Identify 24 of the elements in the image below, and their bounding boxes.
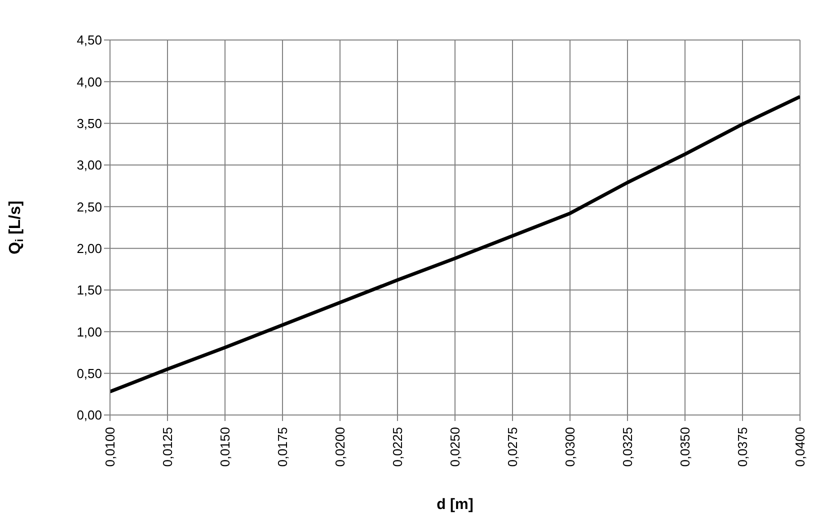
y-tick-label: 2,00 [76, 240, 102, 256]
x-axis-title: d [m] [436, 496, 474, 513]
y-tick-label: 1,50 [76, 282, 102, 298]
y-tick-label: 1,00 [76, 324, 102, 340]
y-tick-label: 2,50 [76, 199, 102, 214]
y-tick-label: 4,50 [76, 32, 102, 48]
x-tick-label: 0,0175 [275, 427, 290, 467]
y-tick-label: 0,50 [76, 366, 102, 381]
x-tick-label: 0,0325 [620, 427, 635, 467]
x-tick-label: 0,0250 [448, 427, 462, 467]
x-tick-label: 0,0400 [792, 427, 808, 467]
x-tick-label: 0,0275 [505, 427, 520, 467]
x-tick-label: 0,0375 [735, 427, 750, 467]
y-tick-label: 3,00 [76, 158, 102, 173]
x-tick-label: 0,0350 [678, 427, 692, 467]
y-tick-label: 4,00 [76, 74, 102, 90]
x-tick-label: 0,0100 [102, 427, 118, 467]
y-tick-label: 0,00 [76, 408, 102, 423]
x-tick-label: 0,0125 [160, 427, 175, 467]
x-tick-label: 0,0150 [218, 427, 232, 467]
y-tick-label: 3,50 [76, 116, 102, 131]
x-tick-label: 0,0200 [332, 427, 348, 467]
x-tick-label: 0,0225 [390, 427, 405, 467]
x-tick-label: 0,0300 [562, 427, 578, 467]
